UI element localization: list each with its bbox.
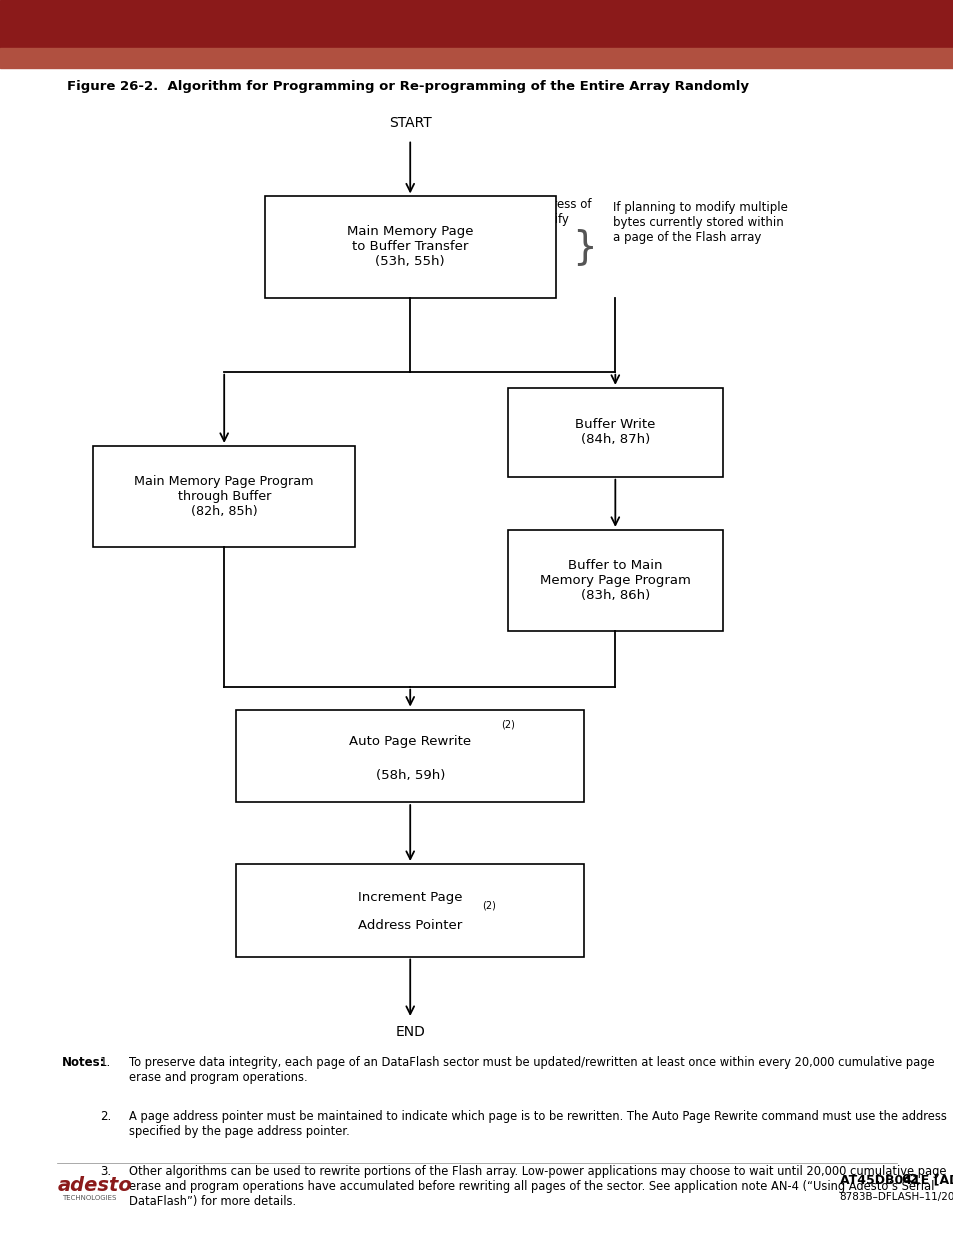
- Text: Main Memory Page
to Buffer Transfer
(53h, 55h): Main Memory Page to Buffer Transfer (53h…: [347, 226, 473, 268]
- Text: Other algorithms can be used to rewrite portions of the Flash array. Low-power a: Other algorithms can be used to rewrite …: [129, 1165, 945, 1208]
- Text: 2.: 2.: [100, 1110, 112, 1124]
- Text: Buffer to Main
Memory Page Program
(83h, 86h): Buffer to Main Memory Page Program (83h,…: [539, 559, 690, 601]
- Bar: [0, 0, 953, 47]
- Text: (2): (2): [481, 900, 496, 910]
- Text: 3.: 3.: [100, 1165, 112, 1178]
- Text: END: END: [395, 1025, 425, 1039]
- Text: adesto: adesto: [57, 1176, 132, 1194]
- Text: Auto Page Rewrite: Auto Page Rewrite: [349, 735, 471, 747]
- FancyBboxPatch shape: [236, 709, 583, 803]
- Text: If planning to modify multiple
bytes currently stored within
a page of the Flash: If planning to modify multiple bytes cur…: [613, 201, 787, 243]
- Text: START: START: [389, 116, 431, 130]
- Text: Address Pointer: Address Pointer: [357, 919, 462, 931]
- Text: Buffer Write
(84h, 87h): Buffer Write (84h, 87h): [575, 419, 655, 446]
- Text: AT45DB041E [ADVANCE DATASHEET]: AT45DB041E [ADVANCE DATASHEET]: [839, 1173, 953, 1187]
- FancyBboxPatch shape: [507, 530, 721, 631]
- Text: (58h, 59h): (58h, 59h): [375, 769, 444, 782]
- FancyBboxPatch shape: [264, 196, 555, 298]
- Text: (2): (2): [500, 720, 515, 730]
- Text: To preserve data integrity, each page of an DataFlash sector must be updated/rew: To preserve data integrity, each page of…: [129, 1056, 933, 1084]
- Text: 62: 62: [901, 1173, 918, 1187]
- Text: Main Memory Page Program
through Buffer
(82h, 85h): Main Memory Page Program through Buffer …: [134, 475, 314, 517]
- FancyBboxPatch shape: [236, 864, 583, 956]
- Text: A page address pointer must be maintained to indicate which page is to be rewrit: A page address pointer must be maintaine…: [129, 1110, 945, 1139]
- Text: TECHNOLOGIES: TECHNOLOGIES: [62, 1195, 116, 1202]
- Text: Provide Address of
Page to Modify: Provide Address of Page to Modify: [481, 198, 591, 226]
- Text: Figure 26-2.  Algorithm for Programming or Re-programming of the Entire Array Ra: Figure 26-2. Algorithm for Programming o…: [67, 80, 748, 94]
- Text: }: }: [572, 228, 596, 266]
- Bar: [0, 47, 953, 68]
- Text: 1.: 1.: [100, 1056, 112, 1070]
- Text: Increment Page: Increment Page: [357, 892, 462, 904]
- Text: Notes:: Notes:: [62, 1056, 106, 1070]
- FancyBboxPatch shape: [507, 388, 721, 477]
- Text: 8783B–DFLASH–11/2012: 8783B–DFLASH–11/2012: [839, 1192, 953, 1202]
- FancyBboxPatch shape: [92, 446, 355, 547]
